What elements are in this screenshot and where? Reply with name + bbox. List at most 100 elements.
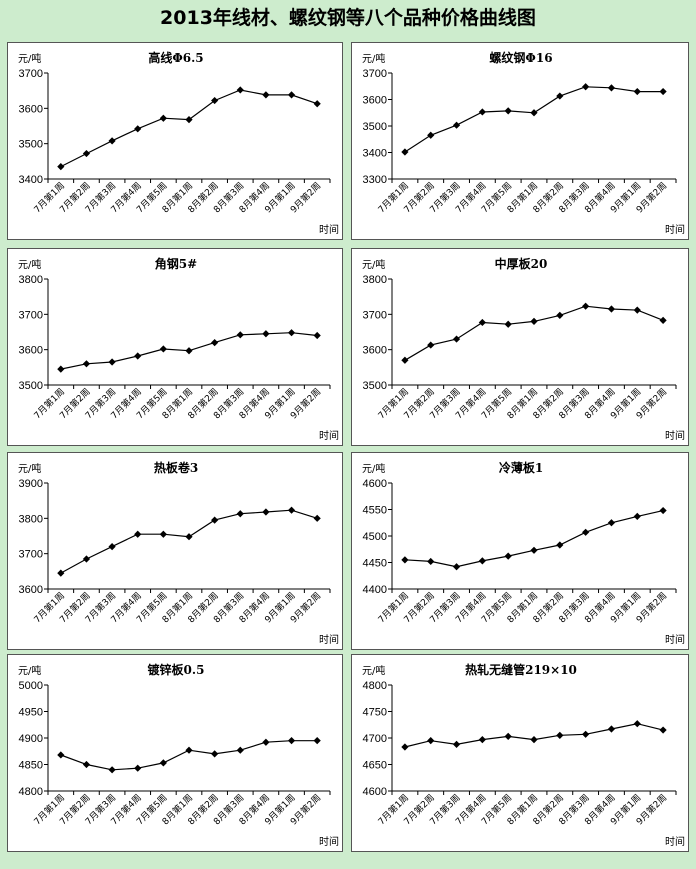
x-axis-label: 时间	[319, 835, 339, 848]
data-point	[236, 331, 244, 339]
y-tick-label: 4950	[19, 707, 43, 719]
data-point	[287, 506, 296, 514]
y-tick-label: 3600	[363, 345, 387, 357]
data-point	[401, 556, 409, 564]
data-point	[504, 320, 512, 328]
data-point	[108, 358, 116, 366]
y-tick-label: 4400	[363, 584, 387, 596]
data-point	[185, 746, 193, 754]
data-point	[185, 533, 193, 541]
x-axis-label: 时间	[665, 223, 685, 236]
chart-rebar: 螺纹钢Φ16元/吨330034003500360037007月第1周7月第2周7…	[362, 50, 685, 236]
data-point	[401, 356, 409, 364]
chart-title: 热板卷3	[154, 460, 198, 475]
data-point	[159, 114, 167, 122]
data-point	[504, 732, 512, 741]
chart-title: 中厚板20	[495, 256, 548, 271]
data-point	[134, 530, 142, 538]
y-tick-label: 4550	[363, 505, 387, 517]
y-axis-unit: 元/吨	[18, 462, 41, 475]
chart-panel-angle-steel: 角钢5# 元/吨 3500 3600 3700 3800 7月第1周 7月第2周 7月第3周 7月…	[7, 248, 343, 446]
y-tick-label: 4900	[19, 733, 43, 745]
y-tick-label: 4750	[363, 707, 387, 719]
data-point	[159, 345, 167, 353]
data-point	[556, 311, 564, 319]
x-axis-label: 时间	[665, 633, 685, 646]
data-point	[57, 751, 65, 759]
y-axis-unit: 元/吨	[362, 258, 385, 271]
chart-galvanized-sheet: 镀锌板0.5元/吨480048504900495050007月第1周7月第2周7…	[18, 662, 339, 848]
data-point	[211, 750, 219, 758]
x-axis-label: 时间	[319, 223, 339, 236]
y-tick-label: 3700	[363, 309, 387, 321]
chart-angle-steel: 角钢5#元/吨35003600370038007月第1周7月第2周7月第3周7月…	[18, 256, 339, 442]
data-point	[401, 148, 409, 156]
y-tick-label: 3700	[363, 68, 387, 80]
x-axis-label: 时间	[319, 633, 339, 646]
data-point	[236, 746, 244, 754]
chart-panel-wire-rod: 高线Φ6.5 元/吨 3400 3500 3600 3700 7月第1周 7月第2周 7月第3周…	[7, 42, 343, 240]
x-axis-label: 时间	[665, 429, 685, 442]
data-point	[134, 352, 142, 360]
page-title: 2013年线材、螺纹钢等八个品种价格曲线图	[160, 7, 536, 29]
data-point	[530, 546, 538, 554]
y-tick-label: 4850	[19, 760, 43, 772]
chart-medium-plate: 中厚板20元/吨35003600370038007月第1周7月第2周7月第3周7…	[362, 256, 685, 442]
data-point	[427, 341, 435, 349]
chart-title: 高线Φ6.5	[148, 50, 203, 65]
data-point	[211, 516, 219, 524]
series-line	[404, 510, 664, 568]
chart-title: 热轧无缝管219×10	[465, 662, 577, 677]
y-axis-unit: 元/吨	[362, 462, 385, 475]
y-tick-label: 3400	[19, 174, 43, 186]
chart-panel-medium-plate: 中厚板20 元/吨 3500 3600 3700 3800 7月第1周 7月第2周 7月第3周 7…	[351, 248, 689, 446]
chart-panel-rebar: 螺纹钢Φ16 元/吨 3300 3400 3500 3600 3700 7月第1周 7月第2周 7…	[351, 42, 689, 240]
data-point	[582, 730, 590, 738]
chart-seamless-pipe: 热轧无缝管219×10元/吨460046504700475048007月第1周7…	[362, 662, 685, 848]
chart-hot-coil: 热板卷3元/吨36003700380039007月第1周7月第2周7月第3周7月…	[18, 460, 339, 646]
data-point	[582, 83, 590, 91]
data-point	[313, 100, 321, 108]
data-point	[478, 108, 486, 116]
y-tick-label: 4650	[363, 760, 387, 772]
chart-panel-galvanized-sheet: 镀锌板0.5 元/吨 4800 4850 4900 4950 5000 7月第1周 7月第2周 7…	[7, 654, 343, 852]
data-point	[582, 302, 590, 310]
data-point	[262, 738, 270, 746]
y-tick-label: 5000	[19, 680, 43, 692]
data-point	[185, 116, 193, 124]
data-point	[452, 563, 461, 571]
data-point	[452, 121, 461, 129]
data-point	[82, 760, 91, 769]
data-point	[452, 335, 461, 343]
y-tick-label: 3500	[363, 121, 387, 133]
data-point	[556, 541, 564, 549]
data-point	[134, 764, 142, 772]
data-point	[504, 552, 512, 560]
chart-panel-seamless-pipe: 热轧无缝管219×10 元/吨 4600 4650 4700 4750 4800 7月第1周 7…	[351, 654, 689, 852]
y-tick-label: 3400	[363, 148, 387, 160]
data-point	[287, 737, 296, 745]
data-point	[427, 557, 435, 566]
data-point	[633, 306, 641, 314]
series-line	[60, 509, 318, 574]
y-tick-label: 3600	[363, 95, 387, 107]
data-point	[313, 737, 321, 745]
data-point	[504, 107, 512, 115]
data-point	[57, 163, 65, 171]
data-point	[82, 360, 91, 368]
data-point	[287, 91, 296, 99]
data-point	[262, 91, 270, 99]
series-line	[404, 723, 664, 748]
data-point	[134, 125, 142, 133]
data-point	[633, 720, 641, 728]
y-tick-label: 4500	[363, 531, 387, 543]
data-point	[313, 514, 321, 522]
data-point	[262, 330, 270, 338]
data-point	[159, 530, 167, 538]
chart-title: 冷薄板1	[499, 460, 543, 475]
data-point	[478, 318, 486, 327]
y-tick-label: 3500	[19, 380, 43, 392]
data-point	[659, 726, 667, 734]
data-point	[452, 740, 461, 748]
data-point	[427, 131, 435, 139]
